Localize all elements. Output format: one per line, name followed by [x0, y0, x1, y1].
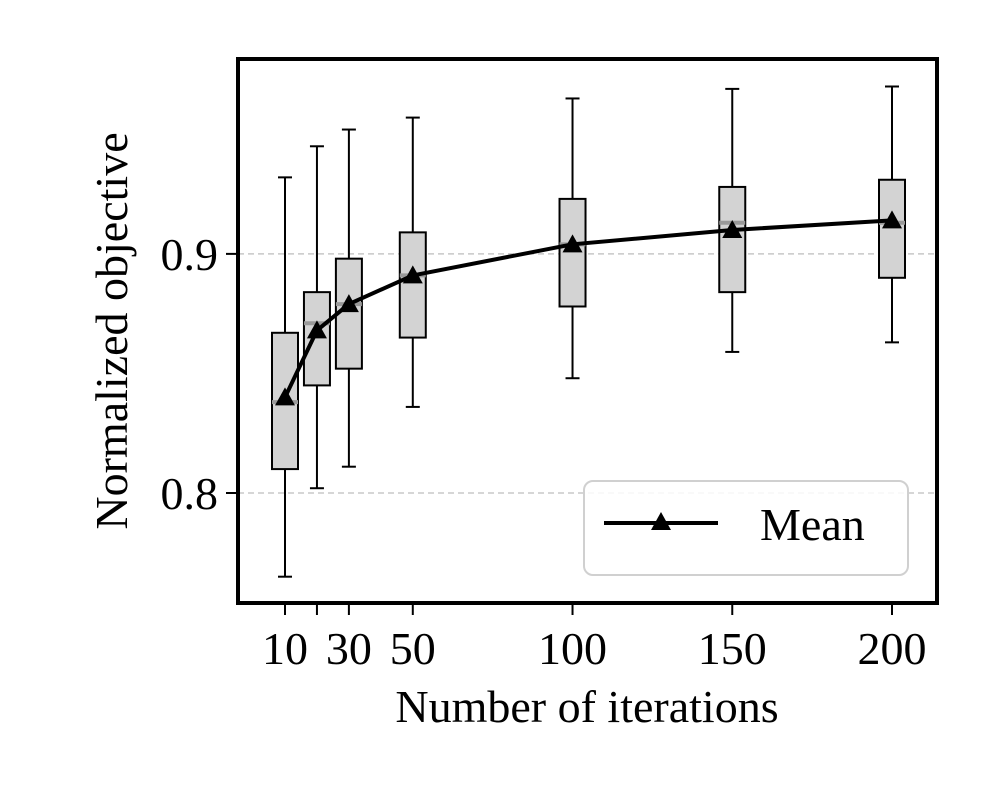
mean-marker	[275, 387, 295, 406]
mean-marker	[338, 294, 359, 313]
box-iqr	[558, 197, 587, 308]
mean-marker	[722, 219, 743, 238]
box-iqr	[302, 291, 331, 387]
legend-label-mean: Mean	[760, 499, 865, 550]
boxplot	[878, 85, 906, 344]
mean-marker	[882, 210, 902, 229]
mean-series	[275, 210, 902, 406]
mean-marker	[402, 265, 423, 284]
boxplot	[398, 116, 427, 408]
x-tick-label: 100	[538, 623, 607, 674]
box-iqr	[398, 231, 427, 339]
mean-marker	[562, 234, 583, 253]
legend-frame	[583, 480, 909, 576]
x-tick-label: 150	[698, 623, 767, 674]
plot-area-frame	[236, 57, 939, 605]
x-tick-label: 200	[858, 623, 927, 674]
axis-ticks: 0.8 0.9 10 30 50 100 150 200	[161, 229, 927, 674]
x-axis-label: Number of iterations	[395, 681, 778, 732]
legend-triangle-marker	[651, 512, 671, 530]
y-axis-label: Normalized objective	[86, 132, 137, 529]
box-iqr	[718, 185, 747, 294]
mean-marker	[306, 320, 327, 339]
legend: Mean	[583, 480, 909, 576]
x-tick-label: 10	[262, 623, 308, 674]
box-iqr	[878, 178, 906, 279]
y-tick-label: 0.9	[161, 229, 219, 280]
x-tick-label: 30	[326, 623, 372, 674]
boxplot	[302, 145, 331, 490]
x-tick-label: 50	[390, 623, 436, 674]
y-tick-label: 0.8	[161, 468, 219, 519]
mean-line	[283, 218, 893, 399]
